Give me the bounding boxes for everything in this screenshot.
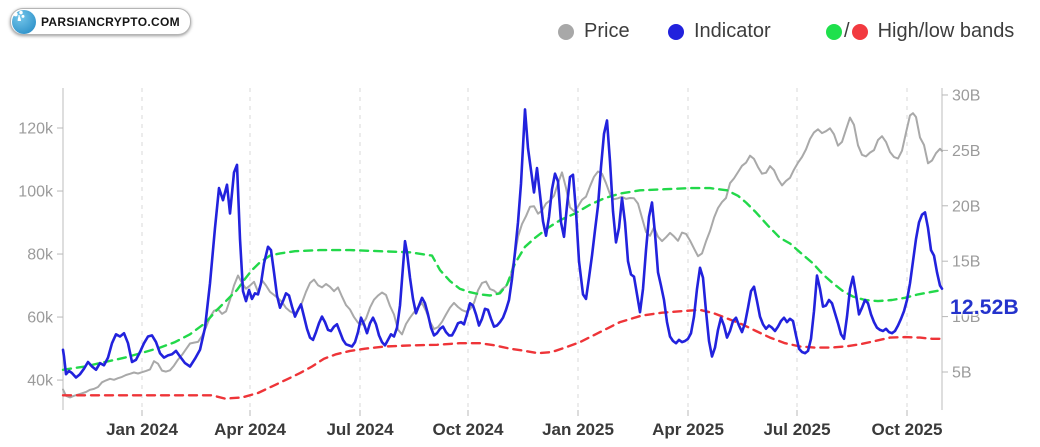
x-axis-label: Jul 2024 xyxy=(326,420,394,439)
y-axis-label-left: 80k xyxy=(27,247,54,264)
y-axis-label-left: 100k xyxy=(18,184,54,201)
legend-indicator-label: Indicator xyxy=(694,20,771,42)
y-axis-label-right: 30B xyxy=(952,87,980,104)
legend-bands-label: High/low bands xyxy=(877,20,1015,42)
y-axis-label-left: 120k xyxy=(18,121,54,138)
band-separator: / xyxy=(844,20,850,42)
x-axis-label: Oct 2025 xyxy=(872,420,943,439)
x-axis-label: Jan 2025 xyxy=(542,420,614,439)
y-axis-label-right: 10B xyxy=(952,309,980,326)
indicator-line xyxy=(61,108,944,379)
legend-item-indicator[interactable]: Indicator xyxy=(668,20,771,43)
high-band-line xyxy=(61,186,944,371)
price-dot-icon xyxy=(558,23,574,40)
low-band-dot-icon xyxy=(851,23,868,40)
y-axis-label-right: 25B xyxy=(952,143,980,160)
y-axis-label-right: 20B xyxy=(952,198,980,215)
y-axis-label-right: 5B xyxy=(952,364,972,381)
x-axis-label: Apr 2024 xyxy=(214,420,286,439)
current-indicator-value: 12.52B xyxy=(950,296,1019,319)
low-band-line xyxy=(61,308,944,400)
x-axis-label: Jan 2024 xyxy=(106,420,178,439)
legend-item-price[interactable]: Price xyxy=(558,20,630,43)
legend-price-label: Price xyxy=(584,20,630,42)
site-logo[interactable]: PARSIANCRYPTO.COM xyxy=(10,8,191,35)
chart-legend: Price Indicator / High/low bands xyxy=(0,20,1040,46)
site-logo-label: PARSIANCRYPTO.COM xyxy=(41,14,180,29)
x-axis-label: Oct 2024 xyxy=(433,420,504,439)
y-axis-label-right: 15B xyxy=(952,254,980,271)
y-axis-label-left: 60k xyxy=(27,310,54,327)
price-line xyxy=(62,112,943,399)
parsiancrypto-globe-icon xyxy=(12,9,36,34)
x-axis-label: Apr 2025 xyxy=(652,420,724,439)
indicator-dot-icon xyxy=(668,23,684,40)
x-axis-label: Jul 2025 xyxy=(763,420,830,439)
y-axis-label-left: 40k xyxy=(27,373,54,390)
high-band-dot-icon xyxy=(826,23,842,40)
legend-item-bands[interactable]: / High/low bands xyxy=(826,20,1014,43)
